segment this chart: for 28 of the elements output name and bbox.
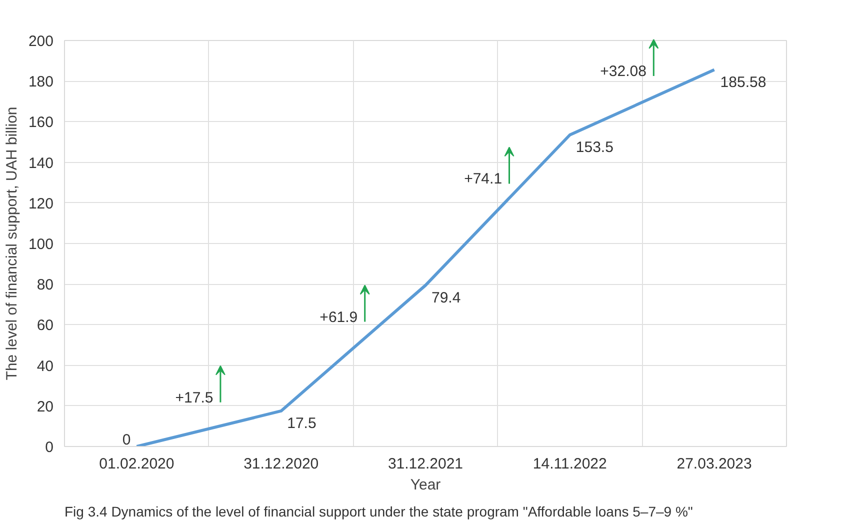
data-label: 79.4 [432, 289, 461, 306]
annotation: +61.9 [320, 308, 358, 326]
y-axis-title: The level of financial support, UAH billion [3, 106, 20, 380]
y-tick-label: 140 [28, 154, 54, 172]
y-tick-label: 40 [36, 358, 54, 375]
x-tick-label: 27.03.2023 [676, 456, 752, 472]
data-label: 185.58 [720, 74, 766, 91]
y-tick-label: 200 [28, 33, 54, 50]
x-tick-label: 14.11.2022 [532, 456, 607, 472]
y-tick-label: 0 [45, 439, 54, 456]
y-tick-label: 80 [36, 276, 54, 294]
x-tick-label: 31.12.2021 [388, 456, 464, 472]
y-tick-label: 180 [28, 74, 54, 91]
data-label: 17.5 [287, 414, 316, 432]
annotation: +17.5 [175, 389, 214, 406]
x-axis-title: Year [410, 476, 441, 494]
y-tick-label: 120 [28, 195, 54, 212]
caption: Fig 3.4 Dynamics of the level of financial support under the state program "Affordable loans 5–7–9 %" [64, 504, 693, 520]
y-tick-label: 20 [36, 398, 54, 416]
y-tick-label: 100 [28, 236, 54, 253]
data-label: 0 [122, 432, 131, 448]
data-label: 153.5 [576, 138, 614, 156]
annotation: +32.08 [600, 62, 646, 80]
x-tick-label: 01.02.2020 [99, 456, 174, 472]
annotation: +74.1 [464, 170, 502, 188]
x-tick-label: 31.12.2020 [244, 456, 319, 472]
y-tick-label: 60 [36, 317, 54, 334]
y-tick-label: 160 [28, 114, 54, 132]
